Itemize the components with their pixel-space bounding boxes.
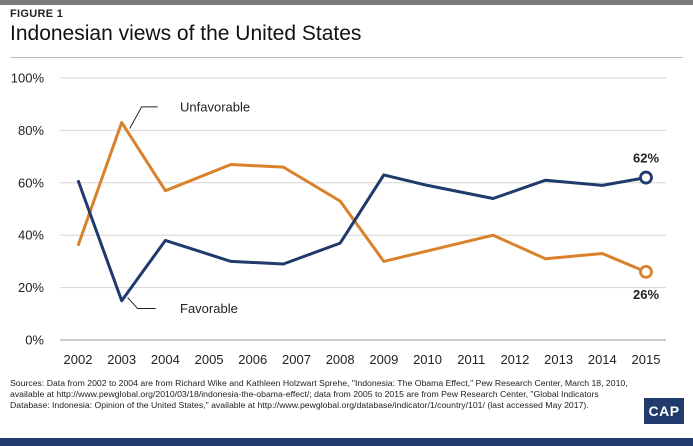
y-tick-label: 80%: [18, 123, 44, 138]
title-divider: [10, 57, 683, 58]
x-tick-label: 2003: [107, 352, 136, 367]
bottom-rule: [0, 438, 693, 446]
unfavorable-leader-line: [129, 106, 158, 129]
unfavorable-line: [76, 121, 647, 274]
unfavorable-end-marker: [639, 264, 653, 279]
x-tick-label: 2013: [544, 352, 573, 367]
figure-label: FIGURE 1: [10, 8, 64, 20]
y-tick-label: 60%: [18, 175, 44, 190]
y-tick-label: 20%: [18, 280, 44, 295]
x-tick-label: 2011: [457, 352, 485, 367]
x-tick-label: 2012: [500, 352, 529, 367]
x-tick-label: 2005: [195, 352, 224, 367]
x-tick-label: 2004: [151, 352, 180, 367]
favorable-end-marker: [639, 170, 653, 185]
unfavorable-end-label: 26%: [633, 287, 659, 302]
x-tick-label: 2014: [588, 352, 617, 367]
sources-note: Sources: Data from 2002 to 2004 are from…: [10, 378, 628, 410]
x-tick-label: 2009: [369, 352, 398, 367]
y-tick-label: 100%: [11, 71, 45, 86]
x-tick-label: 2015: [632, 352, 661, 367]
x-tick-label: 2008: [326, 352, 355, 367]
y-tick-label: 40%: [18, 228, 44, 243]
x-tick-label: 2006: [238, 352, 267, 367]
cap-logo: CAP: [644, 398, 684, 424]
top-rule: [0, 0, 693, 5]
x-tick-label: 2010: [413, 352, 442, 367]
favorable-label: Favorable: [180, 301, 238, 316]
favorable-line: [76, 173, 647, 303]
favorable-leader-line: [127, 297, 156, 310]
y-tick-label: 0%: [25, 333, 44, 348]
unfavorable-label: Unfavorable: [180, 99, 250, 114]
x-tick-label: 2002: [64, 352, 93, 367]
favorable-end-label: 62%: [633, 151, 659, 166]
chart-title: Indonesian views of the United States: [10, 22, 362, 45]
x-tick-label: 2007: [282, 352, 311, 367]
